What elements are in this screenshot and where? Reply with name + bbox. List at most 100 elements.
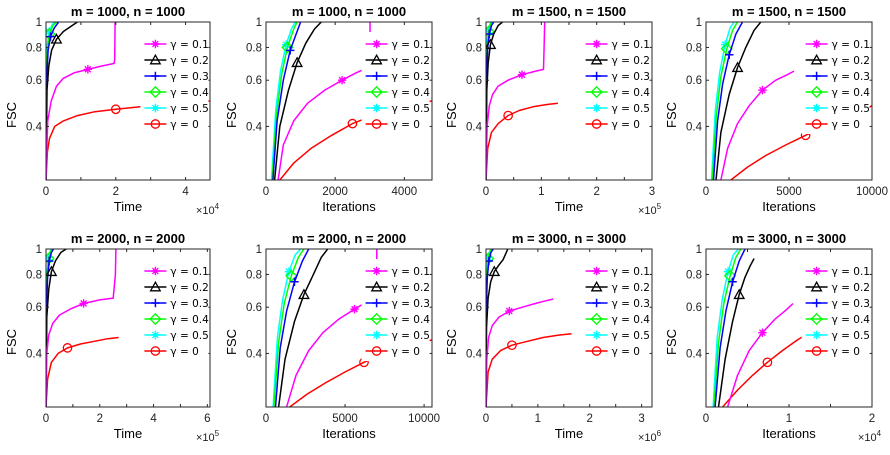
x-tick-label: 2: [587, 413, 593, 425]
legend-swatch-marker: [590, 312, 603, 326]
series-marker: [507, 340, 517, 351]
x-tick-label: 2: [97, 413, 103, 425]
series-marker: [281, 41, 294, 54]
x-multiplier: ×104: [196, 202, 220, 217]
x-multiplier: ×105: [638, 202, 662, 217]
legend-swatch-marker: [151, 266, 160, 276]
y-tick-label: 0.8: [466, 42, 482, 54]
legend-label: γ = 0.1: [170, 39, 208, 51]
x-axis-label: Time: [114, 426, 142, 441]
x-multiplier-exponent: 4: [215, 202, 220, 211]
y-tick-label: 0.8: [686, 269, 702, 281]
data-layer: [712, 249, 810, 407]
legend-swatch-marker: [810, 312, 823, 326]
series-marker: [486, 26, 493, 35]
legend-label: γ = 0.3: [612, 71, 650, 83]
y-tick-label: 1: [476, 17, 482, 29]
legend-swatch-marker: [372, 298, 381, 308]
legend-swatch-marker: [151, 103, 160, 113]
series-line-gamma-0-1: [486, 22, 546, 180]
legend-label: γ = 0.1: [392, 266, 430, 278]
legend-label: γ = 0.5: [392, 103, 430, 115]
series-marker: [486, 38, 497, 50]
series-line-gamma-0-2: [715, 22, 762, 180]
subplot-title: m = 3000, n = 3000: [732, 231, 846, 246]
x-tick-label: 4000: [392, 186, 418, 198]
series-line-gamma-0-3: [712, 22, 744, 180]
legend-swatch-marker: [592, 103, 601, 113]
x-axis-label: Iterations: [762, 199, 816, 214]
subplot-title: m = 1500, n = 1500: [732, 4, 846, 19]
legend-label: γ = 0.4: [170, 314, 209, 326]
legend: γ = 0.1 γ = 0.2 γ = 0.3 γ = 0.4 γ = 0.5 γ = 0: [361, 259, 430, 361]
y-tick-label: 1: [36, 244, 42, 256]
series-line-gamma-0-5: [270, 22, 297, 180]
x-tick-label: 2: [869, 413, 875, 425]
series-marker: [731, 61, 744, 73]
legend-label: γ = 0.3: [612, 298, 650, 310]
series-marker: [517, 70, 527, 79]
series-marker: [281, 40, 291, 49]
x-tick-label: 4: [182, 186, 189, 198]
legend-label: γ = 0.4: [392, 87, 431, 99]
subplot-title: m = 1000, n = 1000: [292, 4, 406, 19]
series-line-gamma-0-3: [274, 249, 310, 407]
x-tick-label: 5000: [332, 413, 358, 425]
x-axis-label: Time: [555, 199, 583, 214]
subplot-title: m = 3000, n = 3000: [512, 231, 626, 246]
x-tick-label: 0: [43, 413, 49, 425]
legend-swatch-marker: [811, 346, 822, 356]
series-line-gamma-0-4: [271, 22, 298, 180]
subplot-2: 0.4 0.6 0.8 1 0 2000 4000 m = 1000, n = 1000 Ite…: [224, 4, 433, 214]
series-marker: [723, 267, 733, 276]
legend-swatch-marker: [151, 71, 160, 81]
y-tick-label: 0.8: [246, 269, 262, 281]
x-tick-label: 6: [204, 413, 210, 425]
y-tick-label: 0.6: [26, 302, 42, 314]
x-multiplier-exponent: 5: [657, 202, 662, 211]
x-axis-label: Iterations: [322, 199, 376, 214]
legend-label: γ = 0.5: [612, 103, 650, 115]
legend-swatch-marker: [811, 119, 822, 129]
y-axis-label: FSC: [664, 102, 679, 128]
series-marker: [488, 265, 501, 277]
legend-label: γ = 0.3: [392, 298, 430, 310]
legend-box: [581, 259, 650, 361]
x-tick-label: 0: [483, 413, 489, 425]
y-tick-label: 0.4: [246, 348, 263, 360]
x-axis-label: Time: [555, 426, 583, 441]
legend-label: γ = 0.5: [612, 330, 650, 342]
legend: γ = 0.1 γ = 0.2 γ = 0.3 γ = 0.4 γ = 0.5 γ = 0: [581, 259, 650, 361]
legend-label: γ = 0.2: [170, 282, 208, 294]
subplot-3: 0.4 0.6 0.8 1 0 1 2 3 ×105 m = 1500, n = 1500 Time…: [444, 4, 662, 217]
series-line-gamma-0-5: [712, 249, 739, 407]
y-tick-label: 0.6: [26, 75, 42, 87]
series-line-gamma-0-2: [46, 22, 78, 180]
subplot-8: 0.4 0.6 0.8 1 0 1 2 ×104 m = 3000, n = 3000 Itera…: [664, 231, 882, 444]
series-line-gamma-0: [486, 333, 572, 407]
legend-swatch-marker: [372, 39, 381, 49]
y-tick-label: 0.6: [246, 302, 262, 314]
legend-box: [801, 32, 870, 134]
series-line-gamma-0-4: [273, 249, 305, 407]
legend-swatch-marker: [810, 85, 823, 99]
x-axis-label: Time: [114, 199, 142, 214]
legend-box: [361, 259, 430, 361]
legend: γ = 0.1 γ = 0.2 γ = 0.3 γ = 0.4 γ = 0.5 γ = 0: [581, 32, 650, 134]
legend-swatch-marker: [812, 103, 821, 113]
legend-label: γ = 0: [832, 119, 860, 131]
legend-label: γ = 0: [612, 119, 640, 131]
series-marker: [733, 288, 746, 300]
legend-swatch-marker: [149, 280, 162, 292]
subplot-7: 0.4 0.6 0.8 1 0 1 2 3 ×106 m = 3000, n = 3000 Time…: [444, 231, 662, 444]
x-tick-label: 4: [150, 413, 157, 425]
legend-swatch-marker: [592, 266, 601, 276]
legend-swatch-marker: [812, 71, 821, 81]
x-tick-label: 5000: [776, 186, 802, 198]
legend-swatch-marker: [372, 71, 381, 81]
x-tick-label: 1: [538, 186, 544, 198]
legend-swatch-marker: [149, 85, 162, 99]
series-marker: [46, 32, 55, 41]
series-line-gamma-0-5: [272, 249, 302, 407]
